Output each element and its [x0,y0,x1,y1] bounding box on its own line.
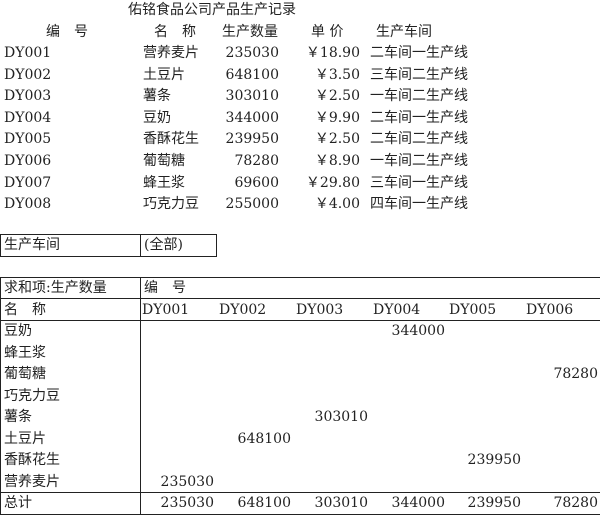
record-qty: 648100 [225,66,279,83]
pivot-cell: 344000 [391,323,445,339]
record-workshop: 一车间二生产线 [370,88,468,105]
pivot-column-header[interactable]: DY004 [373,302,421,318]
pivot-column-header[interactable]: DY003 [296,302,344,318]
pivot-cell: 78280 [553,366,598,382]
record-name: 豆奶 [143,109,171,126]
pivot-column-field[interactable]: 编 号 [144,280,186,296]
record-workshop: 二车间二生产线 [370,131,468,148]
record-qty: 69600 [234,174,279,191]
pivot-total-cell: 344000 [391,495,445,511]
record-workshop: 三车间一生产线 [370,174,468,191]
record-name: 薯条 [143,88,171,105]
pivot-total-cell: 648100 [237,495,291,511]
record-qty: 78280 [234,153,279,169]
pivot-row-label[interactable]: 薯条 [4,409,32,425]
header-workshop: 生产车间 [376,24,432,40]
record-workshop: 一车间二生产线 [370,153,468,169]
record-qty: 235030 [225,45,279,61]
pivot-value-label: 求和项:生产数量 [4,280,107,296]
record-qty: 239950 [225,131,279,148]
filter-label: 生产车间 [4,237,60,253]
pivot-cell: 648100 [237,430,291,447]
pivot-row-label[interactable]: 蜂王浆 [4,344,46,361]
record-workshop: 二车间一生产线 [370,109,468,126]
filter-dropdown[interactable]: (全部) [144,237,183,253]
pivot-column-header[interactable]: DY006 [526,302,574,318]
header-qty: 生产数量 [222,24,278,40]
record-name: 蜂王浆 [143,174,185,191]
pivot-total-cell: 303010 [314,495,368,511]
filter-box[interactable] [0,234,217,257]
record-price: ￥18.90 [305,45,360,61]
record-qty: 344000 [225,109,279,126]
record-workshop: 四车间一生产线 [370,196,468,213]
pivot-row-label[interactable]: 土豆片 [4,430,46,447]
pivot-row-label[interactable]: 香酥花生 [4,452,60,468]
header-price: 单 价 [311,24,344,40]
pivot-row-field[interactable]: 名 称 [4,302,46,318]
record-price: ￥4.00 [314,196,360,213]
record-price: ￥8.90 [314,153,360,169]
pivot-row-label[interactable]: 豆奶 [4,323,32,339]
record-id: DY005 [4,131,52,148]
pivot-total-cell: 78280 [553,495,598,511]
record-qty: 303010 [225,88,279,105]
record-price: ￥2.50 [314,88,360,105]
record-price: ￥2.50 [314,131,360,148]
record-id: DY004 [4,109,52,126]
record-price: ￥3.50 [314,66,360,83]
record-name: 土豆片 [143,66,185,83]
pivot-total-cell: 235030 [160,495,214,511]
record-price: ￥29.80 [305,174,360,191]
pivot-row-label[interactable]: 营养麦片 [4,473,60,490]
pivot-total-cell: 239950 [467,495,521,511]
record-qty: 255000 [225,196,279,213]
pivot-row-label[interactable]: 巧克力豆 [4,387,60,404]
record-id: DY006 [4,153,52,169]
record-id: DY003 [4,88,52,105]
record-price: ￥9.90 [314,109,360,126]
record-id: DY008 [4,196,52,213]
pivot-total-label: 总计 [4,495,32,511]
record-name: 营养麦片 [143,45,199,61]
record-name: 香酥花生 [143,131,199,148]
pivot-cell: 239950 [467,452,521,468]
record-name: 巧克力豆 [143,196,199,213]
pivot-cell: 303010 [314,409,368,425]
pivot-cell: 235030 [160,473,214,490]
record-id: DY002 [4,66,52,83]
sheet-title: 佑铭食品公司产品生产记录 [128,2,296,18]
pivot-row-label[interactable]: 葡萄糖 [4,366,46,382]
pivot-column-header[interactable]: DY002 [219,302,267,318]
pivot-column-header[interactable]: DY001 [142,302,190,318]
record-id: DY001 [4,45,52,61]
record-name: 葡萄糖 [143,153,185,169]
record-workshop: 三车间二生产线 [370,66,468,83]
record-id: DY007 [4,174,52,191]
header-id: 编 号 [46,24,88,40]
header-name: 名 称 [154,24,196,40]
record-workshop: 二车间一生产线 [370,45,468,61]
pivot-column-header[interactable]: DY005 [449,302,497,318]
